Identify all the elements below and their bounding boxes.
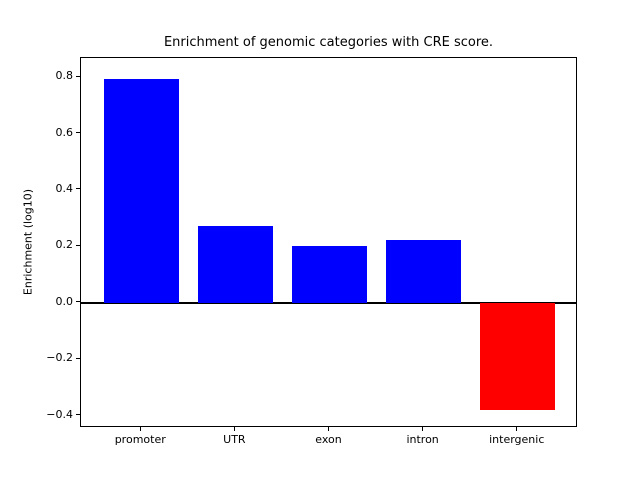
zero-line (81, 301, 576, 304)
x-tick-label-promoter: promoter (114, 433, 166, 446)
y-tick-label: 0.8 (55, 69, 74, 83)
x-tick-label-intergenic: intergenic (489, 433, 545, 446)
x-tick-label-exon: exon (315, 433, 342, 446)
x-tick-mark (139, 427, 141, 431)
y-tick-mark (76, 244, 80, 246)
bar-intron (385, 240, 462, 303)
bar-UTR (197, 225, 274, 303)
y-tick-label: 0.4 (55, 181, 74, 195)
bar-exon (291, 246, 368, 303)
x-tick-label-intron: intron (406, 433, 439, 446)
y-tick-label: 0.2 (55, 238, 74, 252)
bar-promoter (103, 78, 179, 303)
y-tick-mark (76, 301, 80, 303)
bar-intergenic (480, 302, 556, 410)
x-tick-mark (233, 427, 235, 431)
y-tick-mark (76, 132, 80, 134)
y-tick-label: −0.4 (46, 407, 73, 421)
y-tick-label: 0.6 (55, 125, 74, 139)
y-tick-mark (76, 75, 80, 77)
x-tick-label-UTR: UTR (223, 433, 246, 446)
y-tick-mark (76, 414, 80, 416)
y-tick-label: −0.2 (46, 351, 73, 365)
y-tick-mark (76, 357, 80, 359)
y-tick-mark (76, 188, 80, 190)
x-tick-mark (422, 427, 424, 431)
chart-title: Enrichment of genomic categories with CR… (163, 35, 494, 50)
x-tick-mark (516, 427, 518, 431)
x-tick-mark (328, 427, 329, 431)
plot-area (80, 57, 577, 427)
y-tick-label: 0.0 (55, 294, 74, 308)
